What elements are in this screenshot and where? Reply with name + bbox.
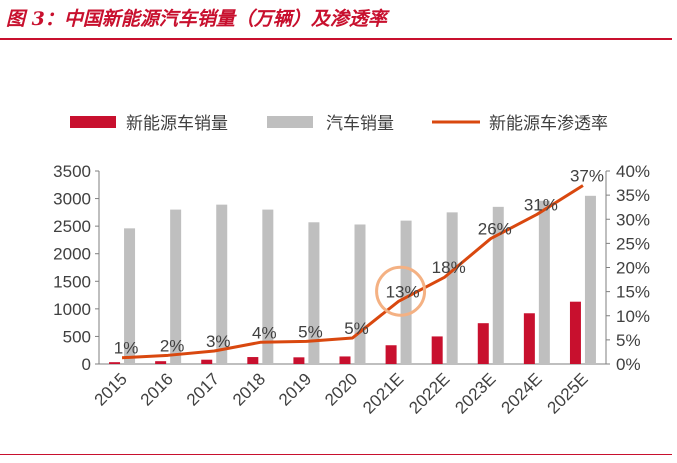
penetration-data-label: 4% [252, 323, 277, 342]
right-tick-label: 10% [616, 307, 650, 326]
right-tick-label: 5% [616, 331, 641, 350]
right-tick-label: 0% [616, 355, 641, 374]
bar-total-sales [170, 209, 182, 364]
bar-nev-sales [569, 301, 581, 364]
legend-swatch-total-sales [267, 116, 313, 128]
right-tick-label: 20% [616, 259, 650, 278]
x-tick-label: 2025E [544, 369, 592, 417]
bars [109, 195, 596, 364]
x-tick-label: 2022E [405, 369, 453, 417]
left-tick-label: 1000 [53, 300, 91, 319]
penetration-data-label: 31% [524, 195, 558, 214]
bar-total-sales [216, 204, 228, 364]
right-tick-label: 15% [616, 283, 650, 302]
title-divider [0, 38, 672, 40]
bar-total-sales [354, 224, 366, 364]
penetration-data-label: 1% [114, 339, 139, 358]
left-tick-label: 1500 [53, 272, 91, 291]
left-tick-label: 500 [63, 327, 91, 346]
bar-total-sales [262, 209, 274, 364]
bar-nev-sales [109, 362, 121, 364]
x-tick-label: 2018 [229, 369, 269, 409]
penetration-data-label: 5% [344, 319, 369, 338]
x-tick-label: 2023E [451, 369, 499, 417]
bar-total-sales [584, 195, 596, 364]
penetration-data-label: 13% [386, 282, 420, 301]
bar-nev-sales [431, 336, 443, 364]
penetration-data-label: 37% [570, 166, 604, 185]
bar-total-sales [538, 200, 550, 364]
penetration-data-label: 3% [206, 332, 231, 351]
x-tick-label: 2015 [91, 369, 131, 409]
x-tick-label: 2020 [321, 369, 361, 409]
legend-label-total-sales: 汽车销量 [326, 114, 394, 134]
left-tick-label: 2500 [53, 217, 91, 236]
right-tick-label: 35% [616, 186, 650, 205]
bar-nev-sales [201, 359, 213, 364]
bar-nev-sales [523, 313, 535, 364]
legend: 新能源车销量 汽车销量 新能源车渗透率 [70, 114, 608, 134]
bar-nev-sales [339, 356, 351, 364]
x-tick-label: 2016 [137, 369, 177, 409]
bar-total-sales [400, 220, 412, 364]
penetration-data-label: 26% [478, 220, 512, 239]
bar-nev-sales [293, 357, 305, 364]
bar-nev-sales [385, 345, 397, 364]
bar-total-sales [446, 212, 458, 364]
bar-nev-sales [247, 357, 259, 364]
penetration-data-label: 18% [432, 258, 466, 277]
left-tick-label: 2000 [53, 245, 91, 264]
right-tick-label: 30% [616, 210, 650, 229]
legend-label-nev-sales: 新能源车销量 [126, 114, 228, 134]
x-tick-label: 2019 [275, 369, 315, 409]
figure-title: 图 3：中国新能源汽车销量（万辆）及渗透率 [6, 8, 387, 30]
footer-divider [0, 454, 672, 455]
left-tick-label: 0 [82, 355, 91, 374]
legend-swatch-nev-sales [70, 116, 116, 128]
data-labels: 1% 2% 3% 4% 5% 5% 13% 18% 26% 31% 37% [114, 166, 604, 357]
penetration-line [121, 184, 584, 360]
left-tick-label: 3500 [53, 162, 91, 181]
x-tick-label: 2024E [497, 369, 545, 417]
right-tick-label: 40% [616, 162, 650, 181]
penetration-data-label: 2% [160, 336, 185, 355]
x-tick-label: 2017 [183, 369, 223, 409]
bar-total-sales [124, 228, 136, 364]
bar-total-sales [492, 206, 504, 364]
x-tick-label: 2021E [359, 369, 407, 417]
bar-nev-sales [155, 361, 167, 364]
penetration-data-label: 5% [298, 322, 323, 341]
bar-total-sales [308, 222, 320, 364]
right-tick-label: 25% [616, 234, 650, 253]
penetration-series-line [121, 184, 584, 360]
legend-label-penetration: 新能源车渗透率 [489, 114, 608, 134]
bar-nev-sales [477, 323, 489, 364]
highlight-circle [375, 265, 427, 317]
left-tick-label: 3000 [53, 190, 91, 209]
